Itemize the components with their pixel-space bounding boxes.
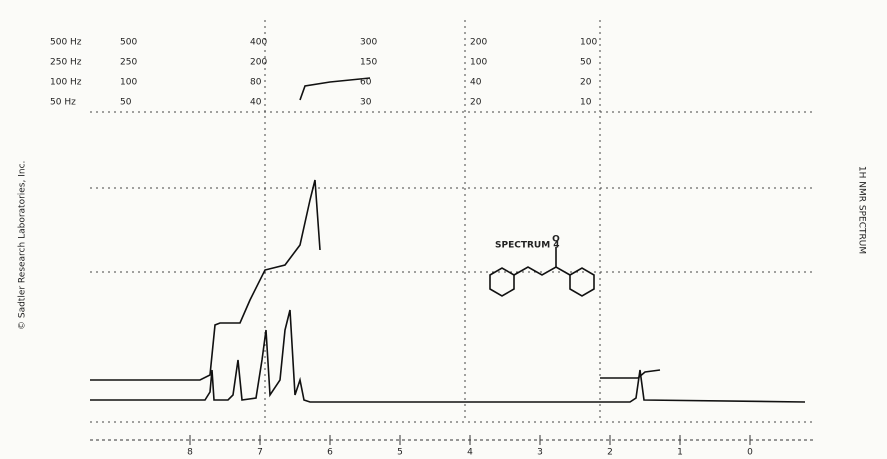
scale-value: 100 (470, 58, 487, 68)
scale-value: 100 (120, 78, 137, 88)
scale-value: 50 (120, 98, 132, 108)
axis-label: 0 (747, 448, 753, 458)
scale-value: 20 (470, 98, 482, 108)
scale-value: 500 (120, 38, 137, 48)
row-label: 100 Hz (50, 78, 82, 88)
scale-value: 80 (250, 78, 262, 88)
background (0, 0, 887, 459)
spectrum-sheet: O SPECTRUM 4 © Sadtler Research Laborato… (0, 0, 887, 459)
scale-value: 40 (470, 78, 482, 88)
axis-label: 2 (607, 448, 613, 458)
scale-value: 20 (580, 78, 592, 88)
axis-label: 6 (327, 448, 333, 458)
row-label: 500 Hz (50, 38, 82, 48)
axis-label: 1 (677, 448, 683, 458)
axis-label: 3 (537, 448, 543, 458)
scale-value: 250 (120, 58, 137, 68)
scale-value: 400 (250, 38, 267, 48)
axis-label: 8 (187, 448, 193, 458)
axis-label: 7 (257, 448, 263, 458)
scale-value: 30 (360, 98, 372, 108)
scale-value: 200 (470, 38, 487, 48)
scale-value: 100 (580, 38, 597, 48)
right-caption: 1H NMR SPECTRUM (857, 166, 867, 254)
row-label: 50 Hz (50, 98, 76, 108)
row-label: 250 Hz (50, 58, 82, 68)
left-caption: © Sadtler Research Laboratories, Inc. (18, 161, 28, 330)
scale-value: 60 (360, 78, 372, 88)
spectrum-label: SPECTRUM 4 (495, 241, 560, 251)
axis-label: 5 (397, 448, 403, 458)
scale-value: 40 (250, 98, 262, 108)
scale-value: 150 (360, 58, 377, 68)
scale-value: 10 (580, 98, 592, 108)
scale-value: 300 (360, 38, 377, 48)
scale-value: 50 (580, 58, 592, 68)
axis-label: 4 (467, 448, 473, 458)
scale-value: 200 (250, 58, 267, 68)
